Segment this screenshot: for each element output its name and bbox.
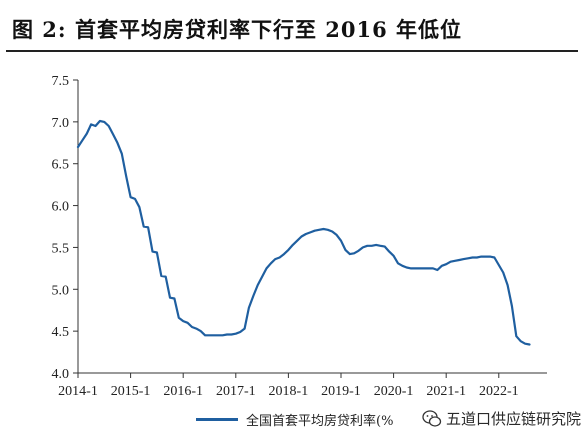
y-tick-label: 6.0 <box>52 200 70 215</box>
watermark-text: 五道口供应链研究院 <box>446 410 582 428</box>
y-tick-label: 7.5 <box>52 74 70 89</box>
x-tick-label: 2014-1 <box>58 384 98 399</box>
x-tick-label: 2022-1 <box>479 384 519 399</box>
x-tick-label: 2019-1 <box>321 384 361 399</box>
y-tick-label: 4.0 <box>52 367 70 382</box>
y-tick-label: 7.0 <box>52 116 70 131</box>
x-tick-label: 2020-1 <box>374 384 414 399</box>
series-line-0 <box>76 119 531 346</box>
x-tick-label: 2017-1 <box>216 384 256 399</box>
figure-title: 图 2: 首套平均房贷利率下行至 2016 年低位 <box>12 17 463 42</box>
x-tick-label: 2018-1 <box>269 384 309 399</box>
legend-swatch <box>196 418 238 421</box>
x-tick-label: 2015-1 <box>111 384 151 399</box>
y-tick-label: 6.5 <box>52 158 70 173</box>
title-divider <box>6 50 578 52</box>
watermark: 五道口供应链研究院 <box>422 408 584 429</box>
y-tick-label: 5.5 <box>52 241 70 256</box>
y-tick-label: 5.0 <box>52 283 70 298</box>
legend-label: 全国首套平均房贷利率(% <box>246 414 394 429</box>
y-ticks: 4.0 4.5 5.0 5.5 6.0 6.5 7.0 7.5 <box>52 74 78 382</box>
y-tick-label: 4.5 <box>52 325 70 340</box>
x-ticks: 2014-1 2015-1 2016-1 2017-1 2018-1 2019-1 2020… <box>58 373 519 399</box>
series-group <box>76 119 531 346</box>
x-tick-label: 2016-1 <box>163 384 203 399</box>
wechat-icon <box>422 409 442 427</box>
legend: 全国首套平均房贷利率(% <box>196 410 393 429</box>
x-tick-label: 2021-1 <box>426 384 466 399</box>
